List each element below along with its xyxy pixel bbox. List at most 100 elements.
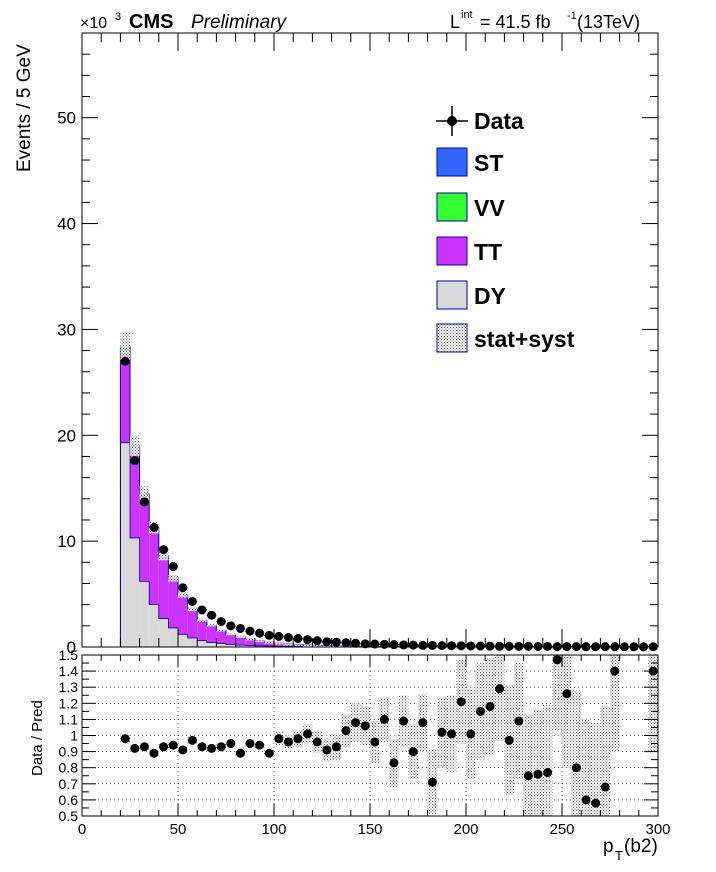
lumi-energy: (13TeV) bbox=[577, 12, 640, 32]
legend-label-tt: TT bbox=[474, 239, 502, 265]
main-plot: 0 10 20 30 40 50 Events / 5 GeV Data ST VV TT bbox=[14, 32, 659, 657]
ratio-point-49 bbox=[591, 798, 601, 808]
unc-band-6 bbox=[178, 592, 188, 598]
ratio-point-50 bbox=[600, 782, 610, 792]
data-point-42 bbox=[523, 641, 533, 651]
data-point-27 bbox=[379, 639, 389, 649]
stack-outline bbox=[119, 346, 659, 648]
exponent-power: 3 bbox=[115, 11, 121, 23]
lumi-superscript: int bbox=[461, 9, 473, 21]
data-point-12 bbox=[235, 623, 245, 633]
data-point-8 bbox=[197, 605, 207, 615]
data-point-22 bbox=[331, 637, 341, 647]
bar-tt-0 bbox=[120, 352, 130, 443]
ratio-unc-43 bbox=[533, 709, 543, 816]
ratio-point-5 bbox=[168, 740, 178, 750]
ratio-point-32 bbox=[427, 777, 437, 787]
legend-swatch-tt bbox=[436, 236, 468, 266]
data-point-15 bbox=[264, 630, 274, 640]
ratio-point-11 bbox=[226, 739, 236, 749]
data-point-36 bbox=[466, 641, 476, 651]
bar-tt-2 bbox=[139, 498, 150, 582]
ratio-point-12 bbox=[235, 748, 245, 758]
data-point-41 bbox=[514, 641, 524, 651]
uncertainty-band bbox=[120, 331, 658, 649]
x-axis-label: p T (b2) bbox=[603, 836, 658, 863]
lumi-unit-power: -1 bbox=[567, 10, 577, 22]
legend-swatch-vv bbox=[436, 192, 468, 222]
main-ytick-label: 50 bbox=[57, 109, 76, 128]
ratio-xtick-label: 0 bbox=[78, 821, 86, 838]
data-point-16 bbox=[274, 631, 284, 641]
unc-band-4 bbox=[158, 551, 169, 561]
ratio-ytick-label: 0.6 bbox=[59, 792, 79, 808]
bar-tt-3 bbox=[149, 531, 159, 605]
data-point-13 bbox=[245, 626, 255, 636]
data-point-4 bbox=[159, 545, 169, 555]
ratio-point-23 bbox=[341, 726, 351, 736]
ratio-ytick-label: 1.4 bbox=[59, 663, 79, 679]
bar-tt-10 bbox=[216, 631, 226, 644]
ratio-point-18 bbox=[293, 734, 303, 744]
ratio-unc-48 bbox=[581, 719, 591, 816]
ratio-ytick-label: 1.2 bbox=[59, 695, 79, 711]
ratio-point-33 bbox=[437, 727, 447, 737]
ratio-point-46 bbox=[562, 689, 572, 699]
unc-band-11 bbox=[226, 633, 236, 636]
exponent-prefix: ×10 bbox=[80, 15, 107, 32]
legend-label-data: Data bbox=[474, 108, 524, 134]
unc-band-0 bbox=[120, 331, 130, 362]
data-point-10 bbox=[216, 617, 226, 627]
bar-dy-2 bbox=[139, 581, 150, 647]
ratio-unc-50 bbox=[600, 706, 610, 816]
ratio-plot: 0.50.60.70.80.911.11.21.31.41.5 0 50 100 150… bbox=[29, 647, 671, 863]
x-axis-label-sub: T bbox=[615, 848, 623, 863]
bar-dy-10 bbox=[216, 643, 226, 647]
x-axis-label-tail: (b2) bbox=[624, 836, 658, 857]
ratio-point-44 bbox=[543, 768, 553, 778]
data-point-39 bbox=[495, 641, 505, 651]
ratio-point-27 bbox=[379, 714, 389, 724]
ratio-point-39 bbox=[495, 684, 505, 694]
unc-band-8 bbox=[197, 619, 207, 622]
legend-swatch-stat-syst bbox=[436, 323, 468, 353]
data-point-0 bbox=[120, 356, 130, 366]
bar-dy-3 bbox=[149, 604, 159, 647]
ratio-point-41 bbox=[514, 716, 524, 726]
data-point-26 bbox=[370, 639, 380, 649]
ratio-point-22 bbox=[331, 742, 341, 752]
data-point-40 bbox=[504, 641, 514, 651]
data-point-30 bbox=[408, 640, 418, 650]
bar-tt-14 bbox=[254, 641, 265, 646]
ratio-point-43 bbox=[533, 769, 543, 779]
unc-band-9 bbox=[206, 624, 217, 627]
data-point-29 bbox=[399, 640, 409, 650]
ratio-ytick-label: 0.9 bbox=[59, 744, 79, 760]
stacked-histogram bbox=[119, 346, 659, 648]
bar-dy-12 bbox=[235, 645, 246, 647]
data-point-28 bbox=[389, 640, 399, 650]
ratio-point-10 bbox=[216, 742, 226, 752]
unc-band-19 bbox=[302, 645, 313, 647]
ratio-point-31 bbox=[418, 718, 428, 728]
bar-dy-8 bbox=[197, 640, 207, 647]
ratio-xtick-label: 150 bbox=[357, 821, 382, 838]
data-point-17 bbox=[283, 632, 293, 642]
ratio-xtick-label: 300 bbox=[645, 821, 670, 838]
ratio-point-26 bbox=[370, 737, 380, 747]
bar-tt-1 bbox=[130, 451, 140, 538]
unc-band-1 bbox=[130, 435, 140, 456]
ratio-point-3 bbox=[149, 748, 159, 758]
ratio-unc-46 bbox=[562, 655, 572, 768]
legend-label-vv: VV bbox=[474, 195, 505, 221]
unc-band-20 bbox=[312, 645, 322, 647]
ratio-point-51 bbox=[610, 666, 620, 676]
unc-band-10 bbox=[216, 629, 226, 632]
unc-band-2 bbox=[139, 486, 150, 502]
data-point-44 bbox=[543, 641, 553, 651]
lumi-value: = 41.5 fb bbox=[480, 12, 551, 32]
data-point-33 bbox=[437, 641, 447, 651]
legend-entry-data: Data bbox=[436, 106, 524, 136]
dy-outline bbox=[120, 442, 659, 648]
bar-tt-9 bbox=[206, 626, 217, 643]
